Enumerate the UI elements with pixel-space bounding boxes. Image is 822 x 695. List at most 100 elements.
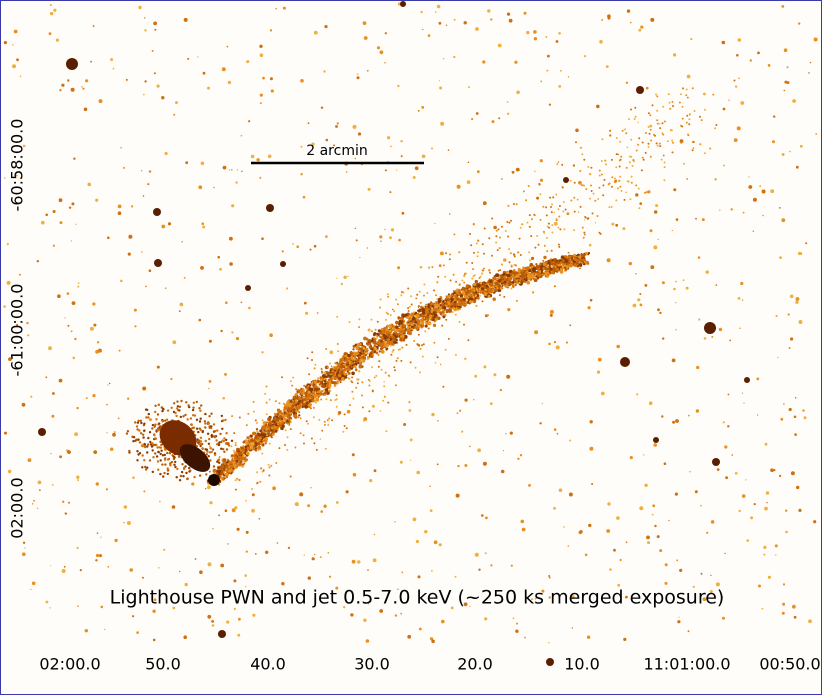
diffuse-photon bbox=[528, 225, 531, 228]
speck bbox=[644, 483, 648, 487]
speck bbox=[90, 60, 92, 63]
speck bbox=[616, 344, 620, 349]
jet-photon bbox=[521, 279, 524, 282]
speck bbox=[321, 429, 324, 432]
speck bbox=[292, 243, 294, 245]
speck bbox=[431, 412, 435, 417]
diffuse-photon bbox=[591, 212, 594, 215]
speck bbox=[727, 393, 730, 396]
speck bbox=[781, 5, 785, 8]
speck bbox=[761, 607, 764, 610]
speck bbox=[112, 67, 115, 70]
speck bbox=[734, 85, 738, 88]
jet-photon bbox=[573, 257, 578, 262]
diffuse-photon bbox=[437, 275, 440, 278]
diffuse-photon bbox=[350, 361, 353, 364]
jet-photon bbox=[435, 303, 439, 308]
speck bbox=[672, 420, 676, 424]
speck bbox=[429, 509, 433, 512]
jet-photon bbox=[553, 261, 558, 266]
diffuse-photon bbox=[295, 388, 298, 391]
pwn-photon bbox=[137, 419, 140, 422]
jet-photon bbox=[341, 374, 345, 379]
speck bbox=[788, 407, 792, 412]
pwn-photon bbox=[151, 470, 154, 474]
speck bbox=[201, 222, 204, 225]
diffuse-photon bbox=[555, 219, 558, 222]
jet-photon bbox=[587, 252, 591, 255]
diffuse-photon bbox=[410, 303, 413, 306]
diffuse-photon bbox=[504, 258, 507, 261]
speck bbox=[715, 582, 720, 587]
speck bbox=[147, 183, 150, 186]
speck bbox=[431, 639, 435, 644]
diffuse-photon bbox=[602, 184, 605, 187]
speck bbox=[48, 346, 52, 351]
caption: Lighthouse PWN and jet 0.5-7.0 keV (~250… bbox=[110, 587, 725, 609]
diffuse-photon bbox=[659, 127, 662, 130]
speck bbox=[52, 392, 55, 395]
diffuse-photon bbox=[350, 365, 353, 368]
speck bbox=[736, 126, 741, 131]
speck bbox=[736, 54, 739, 57]
diffuse-photon bbox=[389, 314, 392, 317]
speck bbox=[240, 134, 243, 137]
speck bbox=[526, 30, 530, 35]
speck bbox=[757, 414, 759, 416]
diffuse-photon bbox=[297, 389, 300, 392]
speck bbox=[438, 80, 440, 82]
diffuse-photon bbox=[688, 123, 691, 126]
jet-photon bbox=[238, 463, 242, 467]
speck bbox=[422, 28, 424, 31]
jet-photon bbox=[467, 284, 471, 288]
jet-photon bbox=[401, 329, 405, 334]
diffuse-photon bbox=[668, 101, 671, 104]
diffuse-photon bbox=[323, 389, 326, 391]
diffuse-photon bbox=[305, 420, 308, 423]
diffuse-photon bbox=[368, 410, 371, 413]
pwn-photon bbox=[151, 442, 154, 445]
diffuse-photon bbox=[679, 93, 682, 96]
diffuse-photon bbox=[314, 363, 317, 366]
diffuse-photon bbox=[401, 346, 404, 349]
pwn-photon bbox=[161, 409, 164, 413]
diffuse-photon bbox=[572, 164, 575, 167]
speck bbox=[178, 310, 181, 313]
diffuse-photon bbox=[251, 442, 254, 445]
diffuse-photon bbox=[628, 155, 631, 158]
speck bbox=[138, 5, 142, 10]
speck bbox=[798, 508, 802, 512]
diffuse-photon bbox=[672, 141, 674, 144]
jet-photon bbox=[578, 259, 582, 262]
pwn-photon bbox=[217, 458, 221, 461]
speck bbox=[307, 504, 310, 508]
speck bbox=[741, 392, 744, 394]
ra-tick-label: 11:01:00.0 bbox=[643, 655, 730, 674]
speck bbox=[742, 211, 745, 214]
speck bbox=[689, 471, 691, 473]
speck bbox=[630, 21, 632, 24]
speck bbox=[30, 395, 33, 398]
diffuse-photon bbox=[315, 448, 318, 451]
diffuse-photon bbox=[682, 162, 685, 165]
speck bbox=[311, 142, 315, 146]
pwn-photon bbox=[204, 422, 207, 425]
jet-photon bbox=[580, 253, 584, 257]
diffuse-photon bbox=[416, 343, 419, 346]
jet-photon bbox=[267, 422, 271, 426]
pwn-photon bbox=[200, 404, 203, 407]
jet-photon bbox=[428, 309, 431, 312]
speck bbox=[798, 22, 801, 25]
pwn-photon bbox=[153, 425, 156, 428]
speck bbox=[719, 209, 721, 211]
diffuse-photon bbox=[471, 277, 474, 280]
speck bbox=[635, 193, 639, 197]
scale-bar-label: 2 arcmin bbox=[306, 143, 367, 159]
jet-photon bbox=[324, 391, 328, 395]
speck bbox=[468, 86, 470, 89]
speck bbox=[335, 125, 338, 128]
pwn-photon bbox=[206, 450, 209, 453]
pwn-photon bbox=[156, 446, 159, 449]
speck bbox=[401, 211, 405, 215]
jet-photon bbox=[501, 285, 504, 287]
